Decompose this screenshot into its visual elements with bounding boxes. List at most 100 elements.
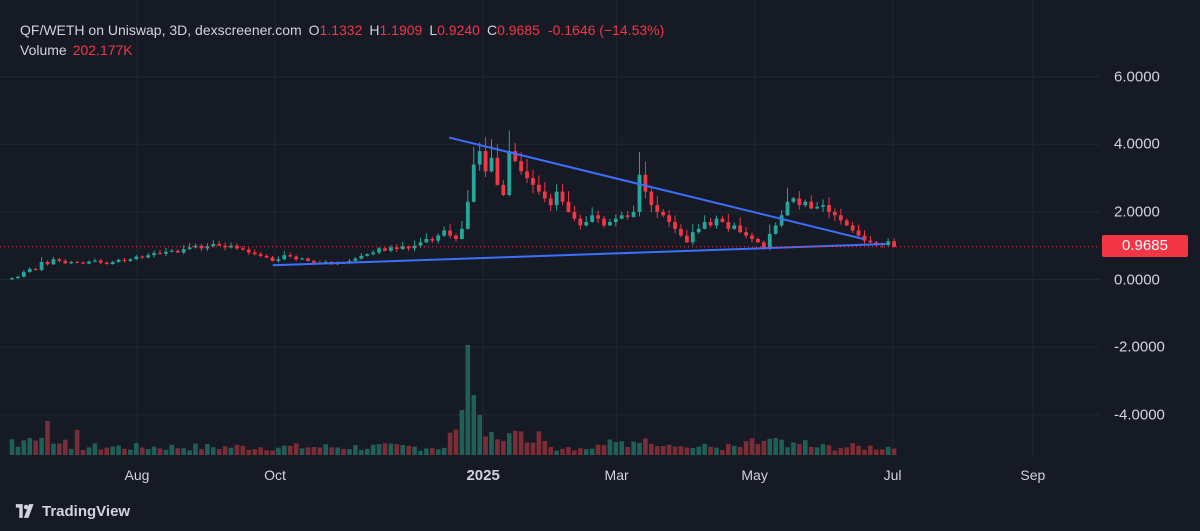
candle xyxy=(542,191,547,199)
candle xyxy=(495,157,500,185)
candle xyxy=(442,230,447,236)
price-tick-label: 6.0000 xyxy=(1114,68,1160,86)
candle xyxy=(750,235,754,239)
volume-bar xyxy=(791,442,796,455)
price-chart[interactable] xyxy=(0,0,1100,458)
volume-bar xyxy=(151,446,157,455)
price-tick-label: 4.0000 xyxy=(1114,135,1160,153)
time-tick-label: Sep xyxy=(1020,467,1046,483)
volume-bar xyxy=(601,445,607,455)
volume-bar xyxy=(86,447,92,455)
volume-bar xyxy=(424,448,429,455)
volume-bar xyxy=(435,449,441,455)
candle xyxy=(181,249,186,253)
volume-bar xyxy=(501,440,506,455)
candle xyxy=(465,201,470,229)
low-key: L xyxy=(429,22,438,38)
volume-bar xyxy=(447,432,453,455)
candle xyxy=(39,261,44,271)
volume-bar xyxy=(554,450,559,455)
volume-bar xyxy=(21,440,27,455)
candle xyxy=(436,235,441,241)
candle xyxy=(388,247,393,251)
volume-bar xyxy=(453,429,459,455)
candle xyxy=(146,255,151,258)
volume-bar xyxy=(175,448,181,455)
volume-bar xyxy=(743,441,749,455)
volume-bar xyxy=(187,450,192,455)
volume-bar xyxy=(68,448,74,455)
candle xyxy=(578,218,583,226)
candle xyxy=(850,225,855,231)
time-axis[interactable]: Aug Oct 2025 Mar May Jul Sep xyxy=(0,458,1100,492)
candle xyxy=(874,242,879,245)
candle xyxy=(726,222,731,229)
candle xyxy=(116,259,121,262)
candle xyxy=(454,235,458,239)
volume-bar xyxy=(122,448,127,455)
volume-bar xyxy=(631,441,636,455)
volume-bar xyxy=(181,448,186,455)
volume-bar xyxy=(400,445,406,455)
volume-bar xyxy=(382,443,388,455)
trendline xyxy=(272,243,886,267)
candle xyxy=(501,184,506,195)
volume-bar xyxy=(110,446,115,455)
volume-bar xyxy=(116,445,121,455)
volume-bar xyxy=(660,446,666,455)
volume-bar xyxy=(39,437,44,455)
volume-bar xyxy=(832,450,838,455)
candle xyxy=(252,252,257,255)
candle xyxy=(383,248,387,251)
candle xyxy=(827,205,831,212)
tradingview-brand[interactable]: TradingView xyxy=(14,500,130,522)
volume-bar xyxy=(240,445,246,455)
candle xyxy=(702,222,707,229)
volume-bar xyxy=(216,449,222,455)
chart-pane[interactable] xyxy=(0,0,1100,458)
candle xyxy=(797,198,802,206)
volume-bar xyxy=(57,443,62,455)
candle xyxy=(21,272,26,277)
candle xyxy=(406,246,411,249)
candle xyxy=(679,228,683,236)
volume-bar xyxy=(844,447,850,455)
candle xyxy=(81,262,85,264)
candle xyxy=(187,247,192,250)
candle xyxy=(513,151,518,162)
candle xyxy=(211,244,216,247)
candle xyxy=(732,225,737,229)
candle xyxy=(300,258,304,260)
volume-bar xyxy=(246,449,252,455)
candle xyxy=(98,260,103,263)
candle xyxy=(110,261,115,264)
volume-bar xyxy=(595,444,601,455)
candle xyxy=(489,157,494,172)
volume-bar xyxy=(471,395,477,455)
candle xyxy=(554,191,559,206)
volume-bar xyxy=(518,431,524,455)
volume-bar xyxy=(74,429,80,455)
candle xyxy=(838,215,843,221)
volume-bar xyxy=(714,447,719,455)
candle xyxy=(365,254,370,256)
volume-bar xyxy=(495,439,500,455)
volume-bar xyxy=(317,447,323,455)
candle xyxy=(868,240,873,243)
candle xyxy=(477,151,482,165)
candle xyxy=(803,201,808,206)
candle xyxy=(655,205,660,212)
volume-bar xyxy=(560,448,565,455)
volume-bar xyxy=(874,449,879,455)
volume-bar xyxy=(9,439,15,455)
volume-bar xyxy=(329,447,334,455)
candle xyxy=(57,259,62,261)
volume-bar xyxy=(62,439,68,455)
candle xyxy=(572,211,577,219)
volume-bar xyxy=(388,443,394,455)
candle xyxy=(779,215,784,226)
candle xyxy=(649,191,654,206)
candle xyxy=(844,220,849,226)
candle xyxy=(152,253,156,256)
candle xyxy=(821,205,825,207)
